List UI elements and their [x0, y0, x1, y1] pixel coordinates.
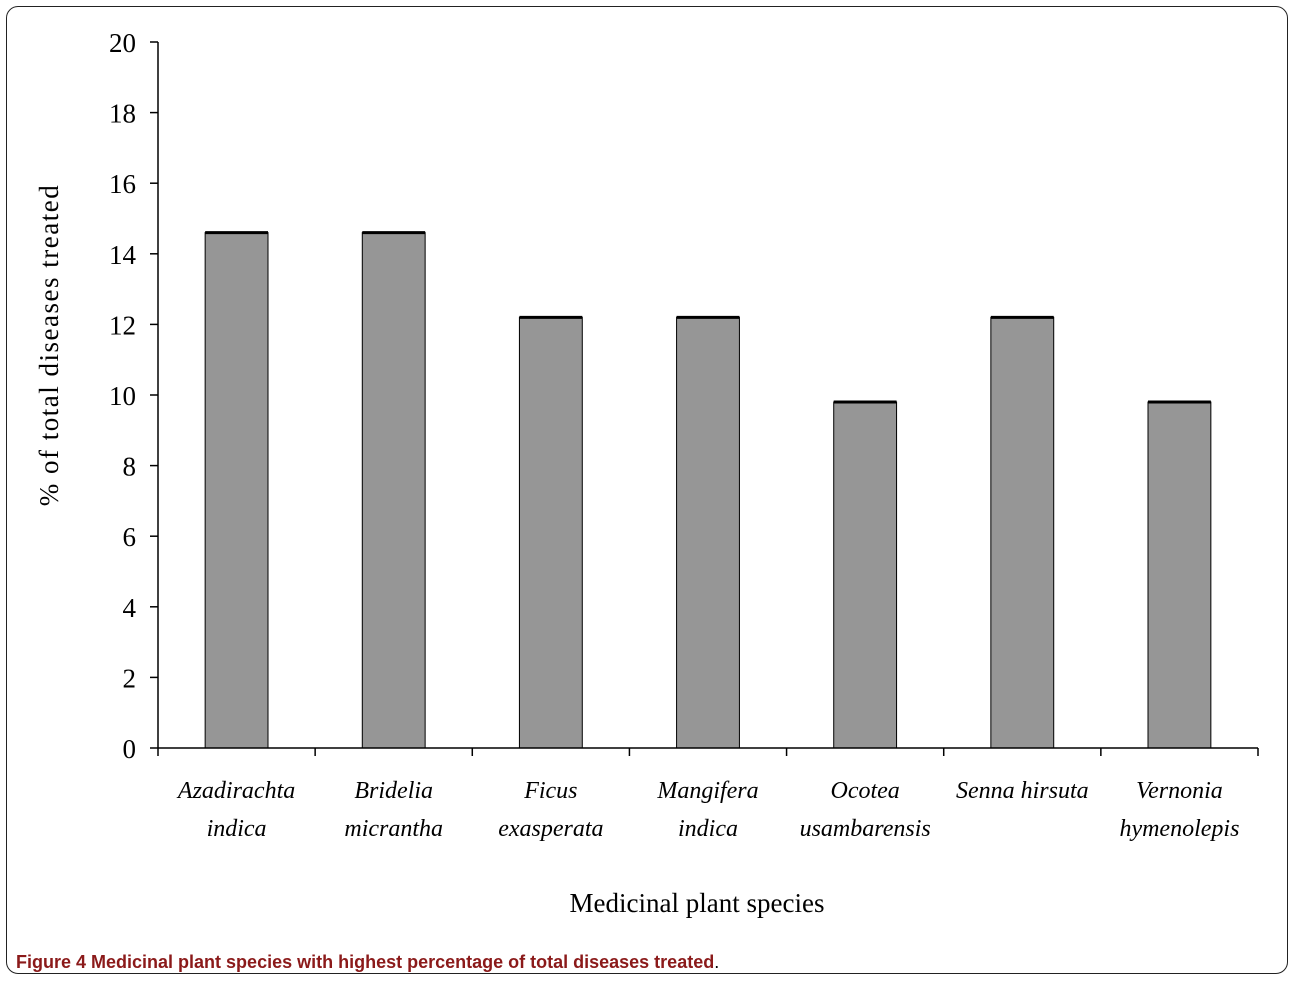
x-tick-label-1-0: Bridelia [354, 778, 433, 804]
bar-6 [1147, 401, 1212, 749]
x-tick-label-6-1: hymenolepis [1119, 816, 1239, 842]
y-tick-label-18: 18 [109, 99, 136, 129]
x-tick-labels: Azadirachta indica Bridelia micrantha Ficus e… [176, 778, 1240, 842]
x-tick-label-2-1: exasperata [498, 816, 603, 842]
x-tick-label-0-1: indica [207, 816, 267, 842]
bar-2 [518, 316, 583, 749]
y-tick-label-10: 10 [109, 381, 136, 411]
bars [204, 231, 1212, 749]
y-tick-label-0: 0 [123, 734, 137, 764]
y-tick-label-12: 12 [109, 310, 136, 340]
bar-5 [990, 316, 1055, 749]
x-tick-label-2-0: Ficus [523, 778, 577, 804]
caption-label: Figure 4 [16, 952, 87, 972]
bar-chart: 0 2 4 6 8 10 12 14 16 18 20 Azadirachta indica Bride… [34, 28, 1259, 918]
x-tick-label-6-0: Vernonia [1136, 778, 1223, 804]
x-tick-label-4-1: usambarensis [800, 816, 931, 842]
x-tick-label-0-0: Azadirachta [176, 778, 295, 804]
y-tick-label-6: 6 [123, 522, 137, 552]
x-tick-label-4-0: Ocotea [830, 778, 899, 804]
x-axis-ticks [157, 748, 1259, 756]
caption-title: Medicinal plant species with highest per… [91, 952, 715, 972]
figure-caption: Figure 4 Medicinal plant species with hi… [16, 952, 719, 973]
y-tick-labels: 0 2 4 6 8 10 12 14 16 18 20 [109, 28, 137, 764]
bar-1 [361, 232, 426, 749]
y-tick-label-4: 4 [123, 593, 137, 623]
y-tick-label-16: 16 [109, 169, 136, 199]
figure-frame [6, 6, 1288, 974]
bar-0 [204, 232, 269, 749]
caption-end: . [714, 952, 720, 972]
y-tick-label-20: 20 [109, 28, 136, 58]
bar-4 [833, 401, 898, 749]
y-tick-label-8: 8 [123, 452, 137, 482]
x-tick-label-3-1: indica [678, 816, 738, 842]
y-tick-label-2: 2 [123, 663, 137, 693]
x-axis-title: Medicinal plant species [570, 888, 825, 918]
y-tick-label-14: 14 [109, 240, 137, 270]
x-tick-label-1-1: micrantha [344, 816, 443, 842]
y-axis-ticks [150, 41, 158, 749]
x-tick-label-3-0: Mangifera [656, 778, 758, 804]
x-tick-label-5-0: Senna hirsuta [956, 778, 1089, 804]
bar-3 [676, 316, 740, 749]
y-axis-title: % of total diseases treated [34, 184, 64, 506]
